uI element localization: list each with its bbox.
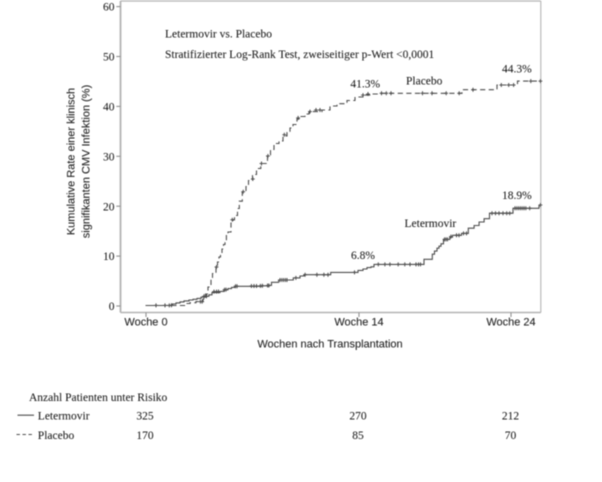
svg-text:Stratifizierter Log-Rank Test,: Stratifizierter Log-Rank Test, zweiseiti…	[165, 49, 435, 61]
svg-text:270: 270	[349, 411, 367, 423]
svg-text:Kumulative Rate einer klinisch: Kumulative Rate einer klinisch	[66, 88, 78, 235]
svg-text:Woche 0: Woche 0	[124, 317, 167, 329]
svg-text:Woche 14: Woche 14	[334, 317, 383, 329]
svg-text:44.3%: 44.3%	[502, 64, 532, 76]
svg-text:60: 60	[103, 2, 115, 14]
svg-text:85: 85	[352, 430, 364, 442]
svg-text:Anzahl Patienten unter Risiko: Anzahl Patienten unter Risiko	[29, 392, 168, 404]
svg-text:20: 20	[103, 201, 115, 213]
svg-text:0: 0	[109, 301, 115, 313]
svg-text:30: 30	[103, 151, 115, 163]
svg-text:Woche 24: Woche 24	[486, 317, 535, 329]
svg-text:40: 40	[103, 102, 115, 114]
svg-text:325: 325	[136, 411, 154, 423]
svg-text:170: 170	[136, 430, 154, 442]
svg-text:70: 70	[505, 430, 517, 442]
svg-text:50: 50	[103, 52, 115, 64]
svg-text:signifikanten CMV Infektion (%: signifikanten CMV Infektion (%)	[81, 85, 93, 238]
svg-text:41.3%: 41.3%	[350, 79, 380, 91]
svg-text:212: 212	[502, 411, 520, 423]
svg-text:Placebo: Placebo	[38, 430, 75, 442]
svg-text:Letermovir: Letermovir	[405, 218, 457, 230]
svg-text:Letermovir vs. Placebo: Letermovir vs. Placebo	[165, 29, 272, 41]
svg-text:Wochen nach Transplantation: Wochen nach Transplantation	[257, 339, 402, 351]
svg-text:18.9%: 18.9%	[502, 190, 532, 202]
svg-text:6.8%: 6.8%	[351, 250, 375, 262]
svg-text:10: 10	[103, 251, 115, 263]
svg-text:Letermovir: Letermovir	[38, 411, 90, 423]
svg-text:Placebo: Placebo	[406, 76, 443, 88]
